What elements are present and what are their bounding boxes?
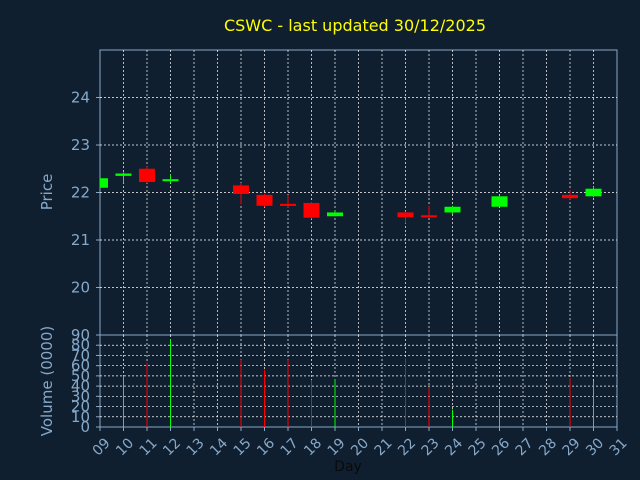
price-panel: 20 21 22 23 24 Price — [38, 49, 618, 336]
x-tick-label: 26 — [489, 435, 513, 459]
x-tick-label: 31 — [607, 435, 631, 459]
volume-tick-label: 90 — [71, 326, 90, 344]
price-tick-label: 23 — [71, 136, 90, 154]
candle-body — [303, 202, 320, 218]
volume-tick-label: 50 — [71, 367, 90, 385]
x-tick-label: 13 — [184, 435, 208, 459]
candle-body — [421, 215, 437, 218]
x-tick-label: 11 — [137, 435, 161, 459]
price-tick-label: 24 — [71, 89, 90, 107]
candle-body — [139, 168, 155, 183]
x-tick-label: 12 — [160, 435, 184, 459]
volume-bars — [123, 339, 594, 427]
day-axis-label: Day — [334, 459, 362, 475]
volume-tick-label: 0 — [80, 418, 90, 436]
candle-body — [327, 212, 343, 217]
x-tick-label: 30 — [583, 435, 607, 459]
volume-axis-label: Volume (0000) — [38, 326, 56, 436]
price-tick-label: 21 — [71, 231, 90, 249]
x-tick-label: 22 — [395, 435, 419, 459]
volume-grid — [100, 335, 617, 427]
x-tick-label: 27 — [513, 435, 537, 459]
candle-body — [444, 206, 461, 213]
x-tick-label: 09 — [90, 435, 114, 459]
price-tick-label: 22 — [71, 184, 90, 202]
volume-tick-label: 20 — [71, 398, 90, 416]
x-tick-label: 24 — [442, 435, 466, 459]
candle-body — [491, 196, 508, 207]
candle-body — [585, 188, 602, 197]
x-tick-label: 23 — [419, 435, 443, 459]
chart-title: CSWC - last updated 30/12/2025 — [224, 16, 486, 35]
candle-body — [100, 178, 108, 188]
x-tick-label: 19 — [325, 435, 349, 459]
x-tick-label: 10 — [113, 435, 137, 459]
price-grid — [100, 50, 617, 335]
x-tick-label: 15 — [231, 435, 255, 459]
candle-body — [280, 203, 296, 206]
candle-body — [233, 185, 249, 194]
candle-body — [115, 173, 132, 176]
price-axis-label: Price — [38, 174, 56, 211]
volume-tick-label: 30 — [71, 387, 90, 405]
volume-tick-label: 10 — [71, 408, 90, 426]
candle-body — [162, 179, 179, 182]
x-tick-label: 16 — [254, 435, 278, 459]
x-tick-label: 29 — [560, 435, 584, 459]
volume-tick-label: 60 — [71, 357, 90, 375]
volume-tick-label: 40 — [71, 377, 90, 395]
x-tick-label: 17 — [278, 435, 302, 459]
x-tick-label: 18 — [301, 435, 325, 459]
x-tick-label: 21 — [372, 435, 396, 459]
x-tick-label: 14 — [207, 435, 231, 459]
x-tick-label: 28 — [536, 435, 560, 459]
candle-body — [397, 212, 414, 218]
volume-tick-label: 80 — [71, 336, 90, 354]
x-tick-label: 20 — [348, 435, 372, 459]
candles — [100, 166, 602, 224]
day-x-ticks: 09 10 11 12 13 14 15 16 17 18 19 20 21 22 23 24 25 26 27 28… — [90, 427, 631, 459]
candle-body — [256, 194, 273, 206]
volume-tick-label: 70 — [71, 346, 90, 364]
price-tick-label: 20 — [71, 279, 90, 297]
price-y-ticks: 20 21 22 23 24 — [71, 89, 100, 297]
x-tick-label: 25 — [466, 435, 490, 459]
candle-body — [562, 194, 578, 199]
